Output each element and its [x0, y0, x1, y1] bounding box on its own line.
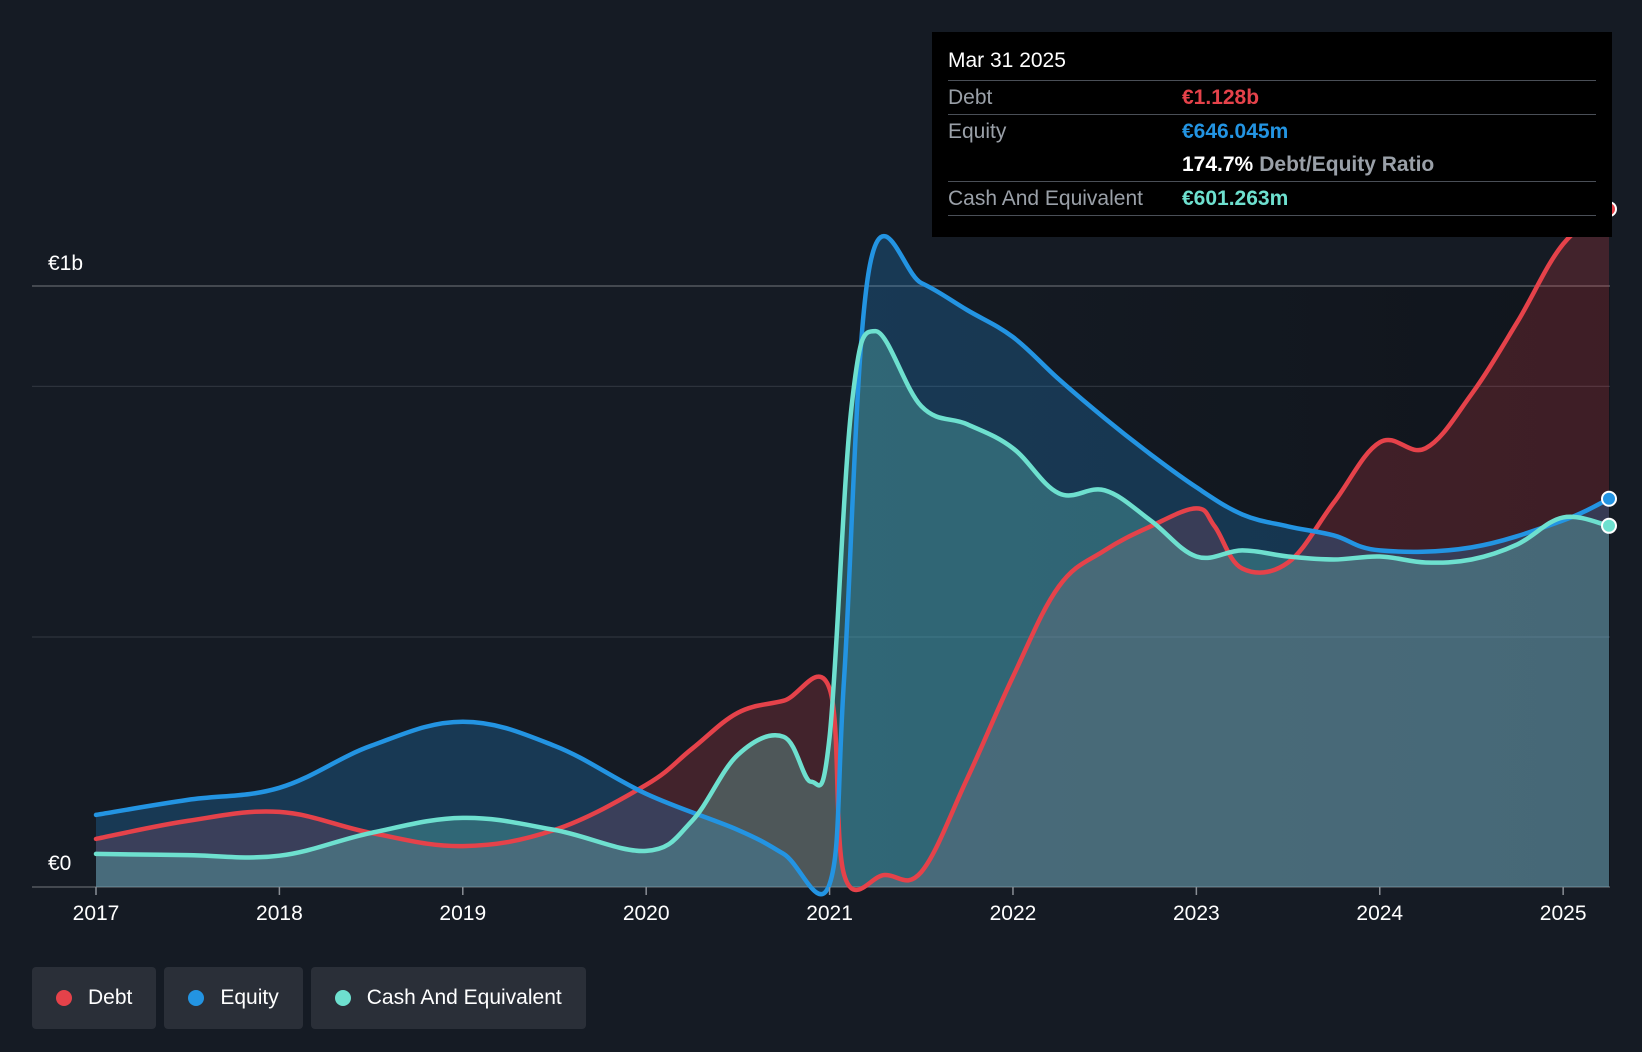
tooltip-cash-row: Cash And Equivalent €601.263m: [948, 182, 1596, 216]
tooltip-ratio-label: Debt/Equity Ratio: [1259, 153, 1435, 176]
legend-debt-label: Debt: [88, 986, 133, 1009]
legend-item-equity[interactable]: Equity: [164, 967, 303, 1029]
series-areas: [96, 209, 1609, 895]
tooltip-cash-value: €601.263m: [1182, 187, 1289, 210]
equity-dot-icon: [188, 990, 205, 1006]
equity-endpoint[interactable]: [1601, 490, 1617, 507]
x-tick-label: 2020: [623, 902, 670, 925]
equity-area: [96, 236, 1609, 895]
y-axis-top-label: €1b: [48, 252, 83, 275]
legend-cash-label: Cash And Equivalent: [366, 986, 562, 1009]
series-lines: [93, 206, 1612, 897]
debt-dot-icon: [56, 990, 72, 1006]
tooltip-cash-label: Cash And Equivalent: [948, 187, 1143, 210]
tooltip-equity-label: Equity: [948, 120, 1007, 143]
cash-and-equivalent-area: [96, 331, 1609, 888]
equity-line: [93, 233, 1612, 897]
tooltip-equity-value: €646.045m: [1182, 120, 1289, 143]
tooltip-ratio-row: 174.7% Debt/Equity Ratio: [948, 148, 1596, 182]
tooltip: Mar 31 2025 Debt €1.128b Equity €646.045…: [932, 32, 1612, 237]
legend-item-cash[interactable]: Cash And Equivalent: [310, 967, 586, 1029]
tooltip-debt-label: Debt: [948, 86, 993, 109]
cash-and-equivalent-endpoint[interactable]: [1601, 517, 1617, 534]
x-tick-label: 2022: [990, 902, 1037, 925]
x-tick-label: 2018: [256, 902, 303, 925]
cash-dot-icon: [334, 990, 351, 1006]
tooltip-equity-row: Equity €646.045m: [948, 115, 1596, 148]
x-tick-label: 2019: [439, 902, 486, 925]
debt-line: [93, 206, 1612, 893]
cash-and-equivalent-line: [93, 328, 1612, 860]
y-axis-bottom-label: €0: [48, 852, 71, 875]
x-tick-label: 2025: [1540, 902, 1587, 925]
x-axis-ticks: 2017 2018 2019 2020 2021 2022 2023 2024 2025: [73, 887, 1587, 925]
x-tick-label: 2023: [1173, 902, 1220, 925]
tooltip-date: Mar 31 2025: [948, 46, 1596, 81]
tooltip-debt-value: €1.128b: [1182, 86, 1260, 109]
legend-item-debt[interactable]: Debt: [32, 967, 157, 1029]
legend-equity-label: Equity: [220, 986, 279, 1009]
gridlines: [32, 285, 1610, 888]
tooltip-ratio-value: 174.7%: [1182, 153, 1254, 176]
x-tick-label: 2021: [806, 902, 853, 925]
x-tick-label: 2024: [1356, 902, 1403, 925]
tooltip-debt-row: Debt €1.128b: [948, 81, 1596, 115]
legend: Debt Equity Cash And Equivalent: [32, 967, 586, 1029]
debt-area: [96, 209, 1609, 891]
x-tick-label: 2017: [73, 902, 120, 925]
